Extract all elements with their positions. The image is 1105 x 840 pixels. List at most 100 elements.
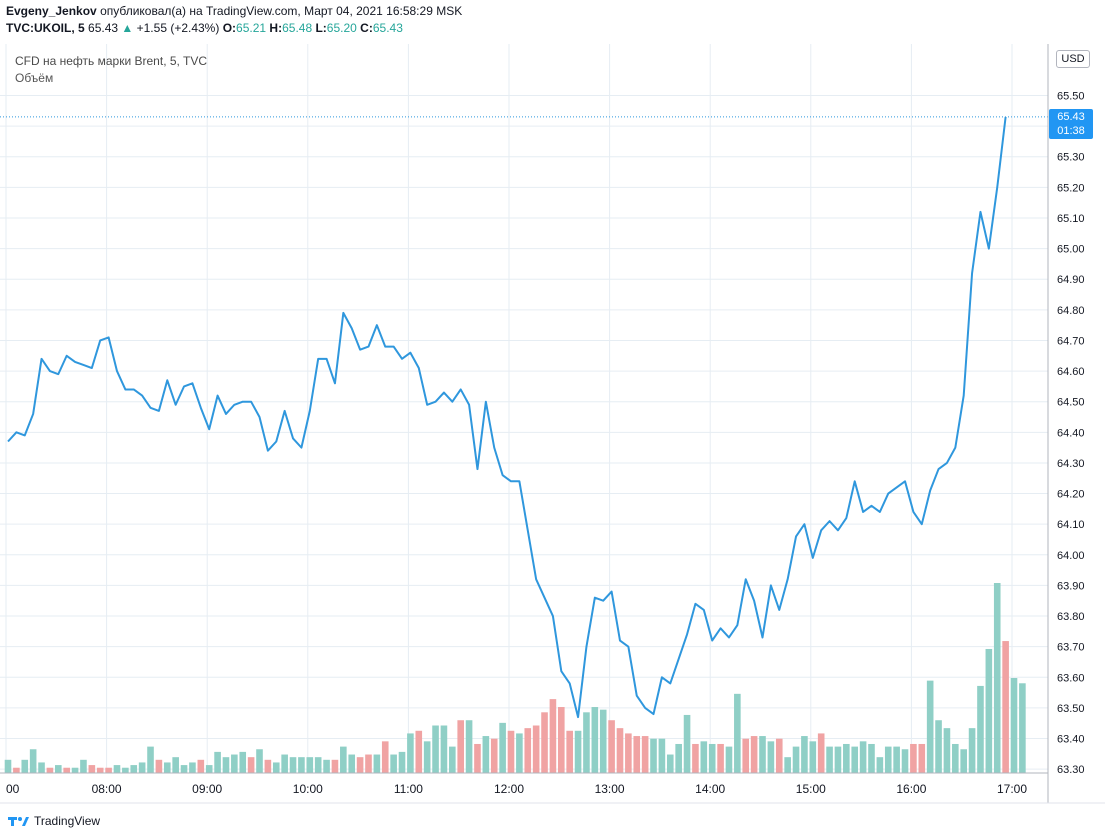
volume-bar <box>490 738 498 773</box>
volume-bar <box>272 762 280 773</box>
volume-bar <box>834 746 842 773</box>
volume-bar <box>29 749 37 773</box>
volume-bar <box>935 720 942 773</box>
volume-bar <box>381 741 389 773</box>
close-value: 65.43 <box>372 21 403 35</box>
y-tick-label: 63.30 <box>1057 764 1085 776</box>
volume-bar <box>105 767 112 773</box>
volume-bar <box>348 754 356 773</box>
volume-bar <box>960 749 967 773</box>
y-tick-label: 65.10 <box>1057 213 1085 225</box>
volume-bar <box>717 743 724 773</box>
volume-bar <box>884 746 892 773</box>
symbol-info: TVC:UKOIL, 5 65.43 ▲ +1.55 (+2.43%) O: 65… <box>6 21 403 35</box>
bar-countdown: 01:38 <box>1057 125 1085 137</box>
volume-bar <box>767 741 775 773</box>
volume-bar <box>88 765 96 773</box>
volume-bar <box>633 736 641 773</box>
volume-bar <box>298 757 305 773</box>
volume-bar <box>641 736 649 773</box>
last-price: 65.43 <box>88 21 119 35</box>
volume-bar <box>147 746 154 773</box>
y-tick-label: 64.70 <box>1057 335 1085 347</box>
volume-bar <box>784 757 791 773</box>
volume-bar <box>851 746 859 773</box>
x-tick-label: 16:00 <box>896 782 926 796</box>
volume-bar <box>993 583 1001 773</box>
volume-bar <box>599 709 607 773</box>
x-tick-label: 00 <box>6 782 20 796</box>
author-name[interactable]: Evgeny_Jenkov <box>6 4 97 18</box>
volume-bar <box>725 746 733 773</box>
volume-bar <box>843 743 850 773</box>
low-value: 65.20 <box>326 21 357 35</box>
volume-bar <box>222 757 230 773</box>
volume-bar <box>205 765 213 773</box>
low-label: L: <box>315 21 327 35</box>
volume-bar <box>4 759 12 773</box>
volume-bar <box>826 746 833 773</box>
volume-bar <box>390 754 397 773</box>
volume-bar <box>281 754 288 773</box>
volume-bar <box>910 743 917 773</box>
volume-bar <box>742 738 750 773</box>
y-tick-label: 65.30 <box>1057 152 1085 164</box>
volume-bar <box>449 746 456 773</box>
volume-bar <box>817 733 825 773</box>
volume-bar <box>415 730 423 773</box>
last-price-tag: 65.43 01:38 <box>1049 109 1093 139</box>
volume-bar <box>314 757 322 773</box>
volume-bar <box>96 767 104 773</box>
volume-bar <box>683 714 691 773</box>
volume-bar <box>650 738 657 773</box>
up-arrow-icon: ▲ <box>121 21 134 35</box>
open-label: O: <box>222 21 237 35</box>
volume-bar <box>214 751 221 773</box>
volume-bar <box>893 746 900 773</box>
price-line-group <box>0 116 1048 719</box>
volume-bar <box>1019 683 1026 773</box>
volume-bar <box>859 741 867 773</box>
volume-bar <box>46 767 54 773</box>
volume-bar <box>465 720 473 773</box>
volume-bars <box>4 583 1026 773</box>
volume-bar <box>63 767 70 773</box>
volume-bar <box>407 733 414 773</box>
y-tick-label: 64.20 <box>1057 489 1085 501</box>
change-value: +1.55 (+2.43%) <box>136 21 220 35</box>
chart-title[interactable]: CFD на нефть марки Brent, 5, TVC <box>15 54 207 68</box>
symbol-name: TVC:UKOIL, 5 <box>6 21 85 35</box>
volume-bar <box>499 722 506 773</box>
volume-bar <box>792 746 800 773</box>
volume-bar <box>80 759 87 773</box>
currency-label[interactable]: USD <box>1056 50 1090 68</box>
volume-bar <box>306 757 314 773</box>
x-tick-label: 13:00 <box>595 782 625 796</box>
x-tick-label: 09:00 <box>192 782 222 796</box>
volume-bar <box>264 759 272 773</box>
volume-bar <box>1010 678 1018 773</box>
volume-bar <box>952 743 959 773</box>
y-tick-label: 65.50 <box>1057 91 1085 103</box>
grid-lines <box>0 44 1048 773</box>
volume-bar <box>658 738 666 773</box>
x-tick-label: 17:00 <box>997 782 1027 796</box>
y-tick-label: 64.80 <box>1057 305 1085 317</box>
close-label: C: <box>360 21 373 35</box>
volume-bar <box>549 699 557 773</box>
volume-bar <box>113 765 121 773</box>
x-tick-label: 08:00 <box>92 782 122 796</box>
volume-bar <box>13 767 20 773</box>
volume-bar <box>71 767 79 773</box>
volume-legend[interactable]: Объём <box>15 71 54 85</box>
tradingview-logo[interactable]: TradingView <box>8 814 100 828</box>
x-tick-label: 10:00 <box>293 782 323 796</box>
volume-bar <box>574 730 582 773</box>
y-tick-label: 65.20 <box>1057 182 1085 194</box>
volume-bar <box>591 707 599 773</box>
volume-bar <box>457 720 464 773</box>
volume-bar <box>708 743 716 773</box>
volume-bar <box>323 759 330 773</box>
volume-bar <box>608 720 615 773</box>
